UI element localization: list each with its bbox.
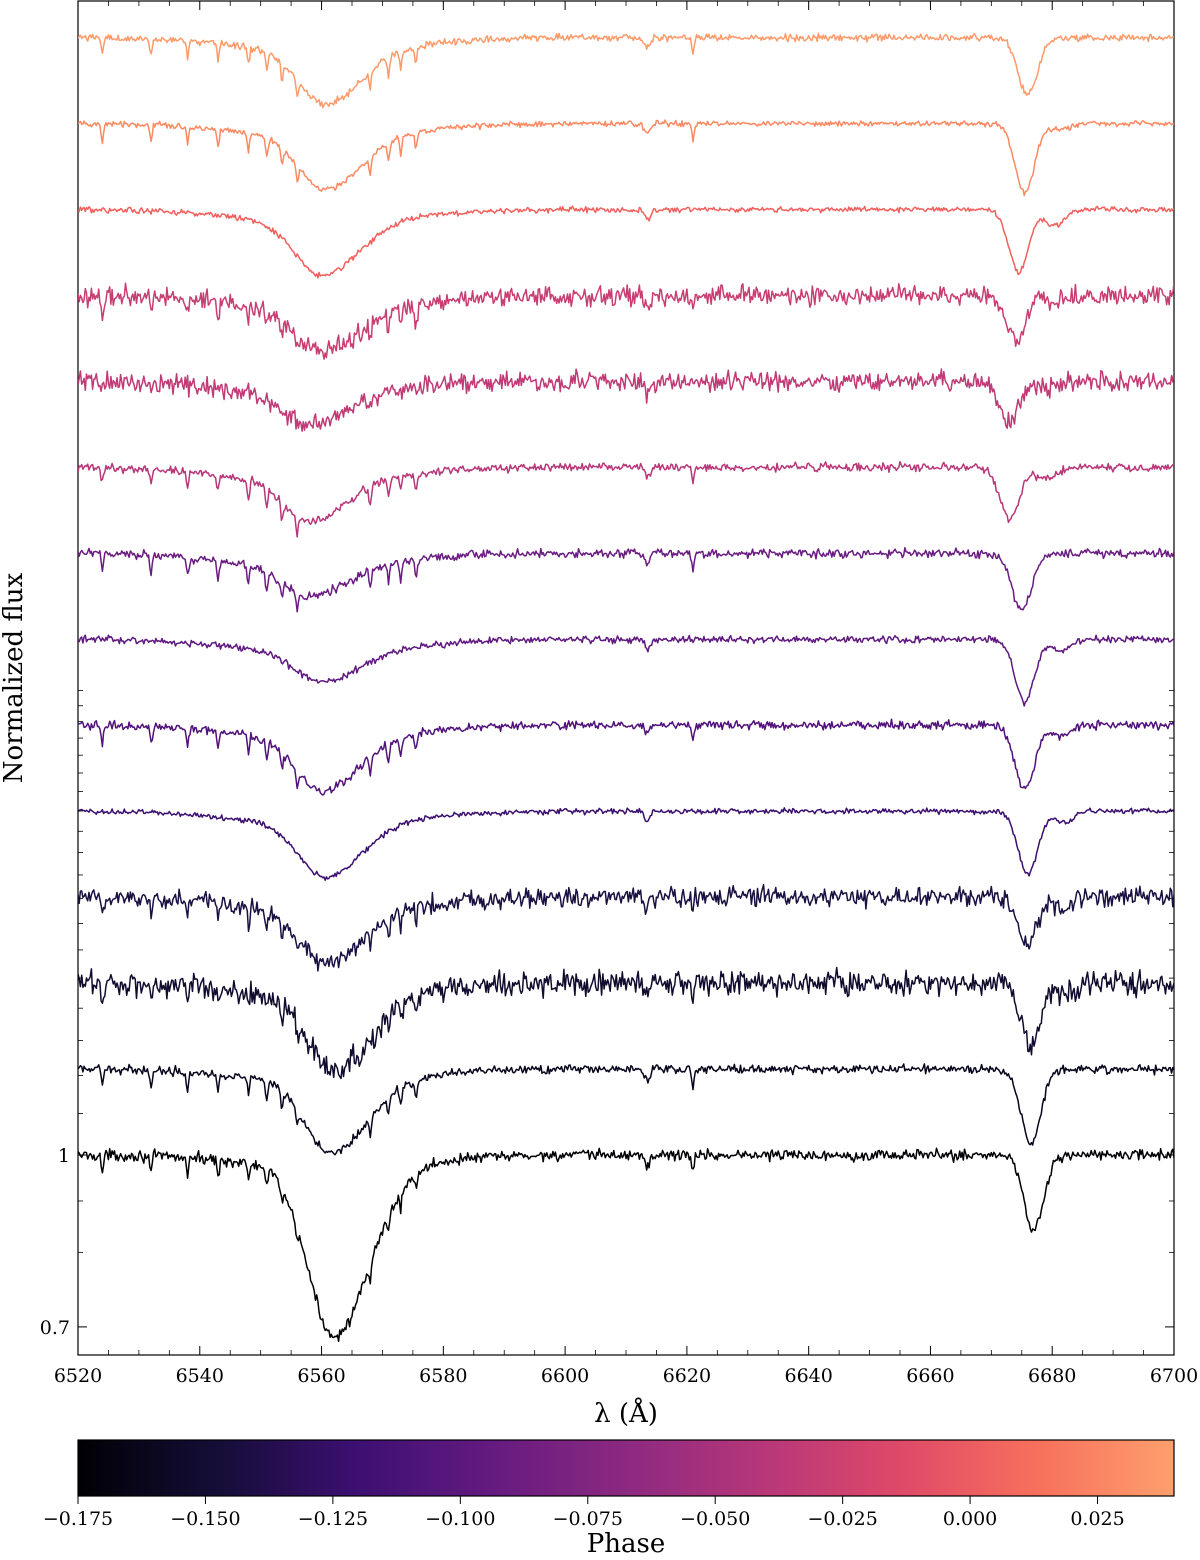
x-tick-label: 6580 (419, 1365, 467, 1387)
x-tick-label: 6680 (1028, 1365, 1076, 1387)
spectrum-line (78, 546, 1174, 613)
colorbar-tick-label: −0.050 (680, 1508, 750, 1530)
colorbar-tick-label: −0.125 (298, 1508, 368, 1530)
y-tick-label: 0.7 (40, 1317, 70, 1339)
spectrum-line (78, 966, 1174, 1080)
x-tick-label: 6640 (784, 1365, 832, 1387)
x-axis-ticks: 6520 6540 6560 6580 6600 6620 6640 6660 6680 6700 (54, 1, 1198, 1387)
x-tick-label: 6660 (906, 1365, 954, 1387)
colorbar-tick-label: 0.025 (1070, 1508, 1124, 1530)
spectrum-line (78, 368, 1174, 432)
x-tick-label: 6520 (54, 1365, 102, 1387)
colorbar-tick-label: −0.100 (425, 1508, 495, 1530)
colorbar-label: Phase (587, 1529, 665, 1559)
spectrum-line (78, 1063, 1174, 1156)
plot-frame (77, 0, 1175, 1356)
x-tick-label: 6540 (176, 1365, 224, 1387)
spectrum-line (78, 205, 1174, 279)
x-tick-label: 6560 (297, 1365, 345, 1387)
colorbar-ticks: −0.175 −0.150 −0.125 −0.100 −0.075 −0.050 −0.0… (43, 1496, 1125, 1530)
plot-area: 6520 6540 6560 6580 6600 6620 6640 6660 6680 6700… (0, 0, 1198, 1429)
spectrum-line (78, 883, 1174, 972)
colorbar-tick-label: −0.025 (807, 1508, 877, 1530)
colorbar-gradient (77, 1439, 1175, 1497)
spectrum-line (78, 1147, 1174, 1343)
spectrum-line (78, 634, 1174, 707)
spectrum-line (78, 119, 1174, 197)
colorbar-tick-label: 0.000 (943, 1508, 997, 1530)
x-tick-label: 6700 (1150, 1365, 1198, 1387)
colorbar-tick-label: −0.075 (553, 1508, 623, 1530)
spectrum-line (78, 718, 1174, 796)
y-axis-ticks: 10.7 (40, 690, 1174, 1339)
colorbar-tick-label: −0.175 (43, 1508, 113, 1530)
spectrum-line (78, 282, 1174, 360)
spectrum-line (78, 32, 1174, 109)
x-axis-label: λ (Å) (594, 1397, 658, 1429)
colorbar-tick-label: −0.150 (170, 1508, 240, 1530)
spectra-layer (78, 32, 1174, 1343)
x-tick-label: 6600 (541, 1365, 589, 1387)
x-tick-label: 6620 (663, 1365, 711, 1387)
y-tick-label: 1 (58, 1145, 70, 1167)
y-axis-label: Normalized flux (0, 572, 29, 783)
spectrum-line (78, 807, 1174, 882)
phase-colorbar: −0.175 −0.150 −0.125 −0.100 −0.075 −0.050 −0.0… (43, 1439, 1175, 1559)
spectrum-line (78, 460, 1174, 538)
